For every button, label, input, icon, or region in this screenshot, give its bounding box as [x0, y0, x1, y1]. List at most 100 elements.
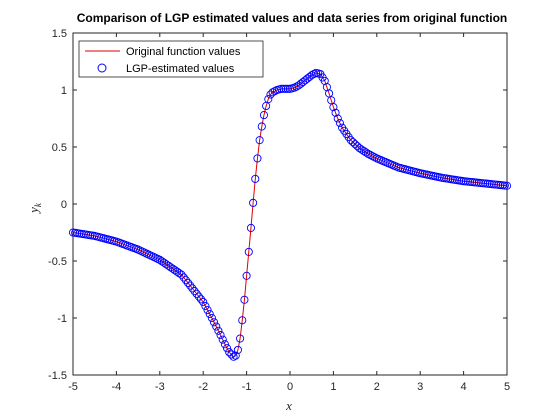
lgp-marker: [203, 305, 212, 315]
lgp-marker: [205, 309, 214, 319]
series-marker-layer: [68, 68, 512, 361]
lgp-marker: [196, 295, 206, 304]
x-tick-label: 5: [504, 381, 510, 393]
lgp-marker: [207, 313, 216, 323]
lgp-marker: [209, 318, 219, 327]
lgp-marker: [162, 260, 171, 269]
y-tick-label: 0: [61, 199, 67, 211]
lgp-marker: [225, 348, 234, 357]
lgp-marker: [220, 340, 229, 349]
lgp-marker: [359, 146, 368, 156]
legend-marker-swatch: [97, 63, 107, 73]
lgp-marker: [157, 257, 167, 266]
lgp-marker: [370, 153, 379, 162]
x-tick-label: -5: [68, 381, 78, 393]
lgp-marker: [201, 301, 210, 311]
lgp-marker: [361, 148, 371, 157]
lgp-marker: [279, 84, 288, 93]
lgp-marker: [168, 264, 177, 273]
lgp-marker: [253, 154, 262, 163]
lgp-marker: [292, 82, 301, 91]
y-axis-label: yk: [26, 202, 43, 215]
lgp-marker: [364, 149, 373, 158]
lgp-marker: [170, 266, 180, 275]
lgp-marker: [346, 136, 355, 145]
x-tick-label: -2: [198, 381, 208, 393]
lgp-marker: [249, 198, 258, 207]
lgp-marker: [164, 261, 173, 270]
x-axis-ticks: -5 -4 -3 -2 -1 0 1 2 3 4 5: [68, 33, 510, 393]
lgp-marker: [190, 287, 199, 296]
axes-box: [72, 32, 508, 376]
lgp-marker: [264, 95, 273, 104]
y-axis-label-subscript: k: [33, 202, 43, 207]
y-tick-label: -1.5: [48, 370, 67, 382]
lgp-marker: [216, 331, 225, 340]
y-tick-label: 0.5: [52, 142, 67, 154]
plot-area: -5 -4 -3 -2 -1 0 1 2 3 4 5 -1.5 -1 -0.5 0 0.5 1 1.5: [48, 28, 512, 393]
lgp-marker: [333, 114, 342, 123]
chart-title: Comparison of LGP estimated values and d…: [77, 11, 508, 25]
lgp-marker: [240, 295, 249, 304]
lgp-marker: [251, 174, 260, 183]
lgp-marker: [192, 289, 201, 298]
lgp-marker: [257, 122, 266, 131]
x-axis-label: x: [285, 398, 292, 413]
lgp-marker: [223, 344, 232, 353]
lgp-marker: [166, 263, 175, 272]
lgp-marker: [242, 271, 251, 280]
y-axis-ticks: -1.5 -1 -0.5 0 0.5 1 1.5: [48, 28, 507, 382]
lgp-marker: [335, 119, 344, 128]
x-tick-label: -1: [242, 381, 252, 393]
y-tick-label: 1: [61, 85, 67, 97]
lgp-marker: [179, 273, 188, 282]
lgp-marker: [212, 322, 221, 331]
x-tick-label: -3: [155, 381, 165, 393]
lgp-marker: [259, 111, 269, 120]
x-tick-label: -4: [112, 381, 122, 393]
legend-entry-lgp: LGP-estimated values: [126, 63, 235, 75]
lgp-marker: [177, 270, 186, 279]
y-tick-label: 1.5: [52, 28, 67, 40]
lgp-marker: [238, 316, 247, 325]
x-tick-label: 2: [374, 381, 380, 393]
x-tick-label: 0: [287, 381, 293, 393]
lgp-marker: [175, 269, 184, 278]
lgp-marker: [160, 258, 169, 267]
svg-text:yk: yk: [26, 202, 43, 215]
lgp-marker: [218, 335, 227, 344]
lgp-marker: [268, 88, 277, 97]
lgp-marker: [283, 84, 292, 93]
legend-box: [78, 40, 264, 78]
lgp-marker: [281, 84, 290, 93]
lgp-marker: [502, 181, 512, 190]
lgp-marker: [244, 247, 253, 256]
lgp-marker: [277, 84, 286, 93]
lgp-marker: [194, 292, 203, 301]
lgp-marker: [357, 145, 366, 154]
lgp-marker: [233, 345, 242, 354]
lgp-marker: [255, 136, 264, 145]
x-tick-label: 3: [417, 381, 423, 393]
lgp-marker: [305, 72, 314, 81]
lgp-marker: [351, 140, 360, 149]
y-tick-label: -1: [57, 313, 67, 325]
lgp-marker: [329, 103, 338, 112]
lgp-marker: [355, 144, 364, 153]
x-tick-label: 4: [461, 381, 467, 393]
lgp-marker: [214, 326, 223, 335]
lgp-marker: [290, 83, 299, 92]
lgp-marker: [227, 350, 236, 359]
lgp-marker: [368, 152, 377, 161]
y-tick-label: -0.5: [48, 256, 67, 268]
lgp-marker: [155, 255, 164, 264]
lgp-marker: [183, 278, 193, 287]
lgp-marker: [181, 276, 190, 285]
lgp-marker: [186, 281, 195, 290]
lgp-marker: [366, 150, 375, 160]
x-tick-label: 1: [330, 381, 336, 393]
legend: Original function values LGP-estimated v…: [78, 40, 264, 78]
lgp-marker: [188, 284, 197, 293]
lgp-marker: [331, 108, 340, 117]
